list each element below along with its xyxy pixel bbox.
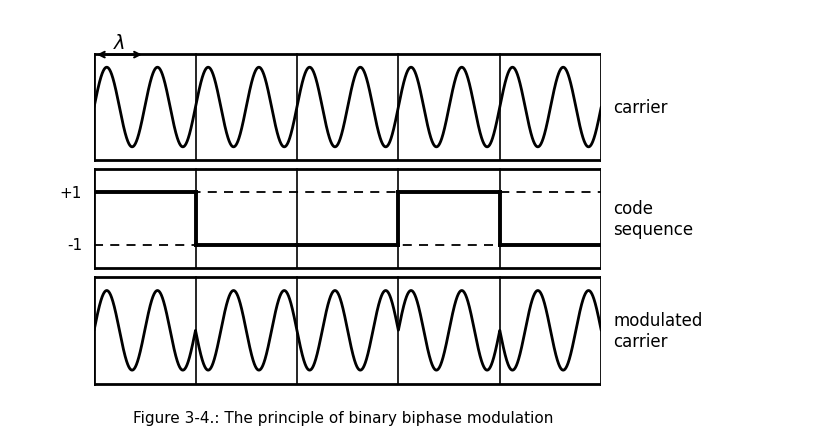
Text: modulated
carrier: modulated carrier: [614, 311, 703, 350]
Text: +1: +1: [60, 185, 82, 201]
Text: λ: λ: [114, 34, 125, 53]
Text: code
sequence: code sequence: [614, 200, 694, 239]
Text: carrier: carrier: [614, 99, 668, 117]
Text: Figure 3-4.: The principle of binary biphase modulation: Figure 3-4.: The principle of binary bip…: [133, 411, 554, 425]
Text: -1: -1: [67, 238, 82, 253]
